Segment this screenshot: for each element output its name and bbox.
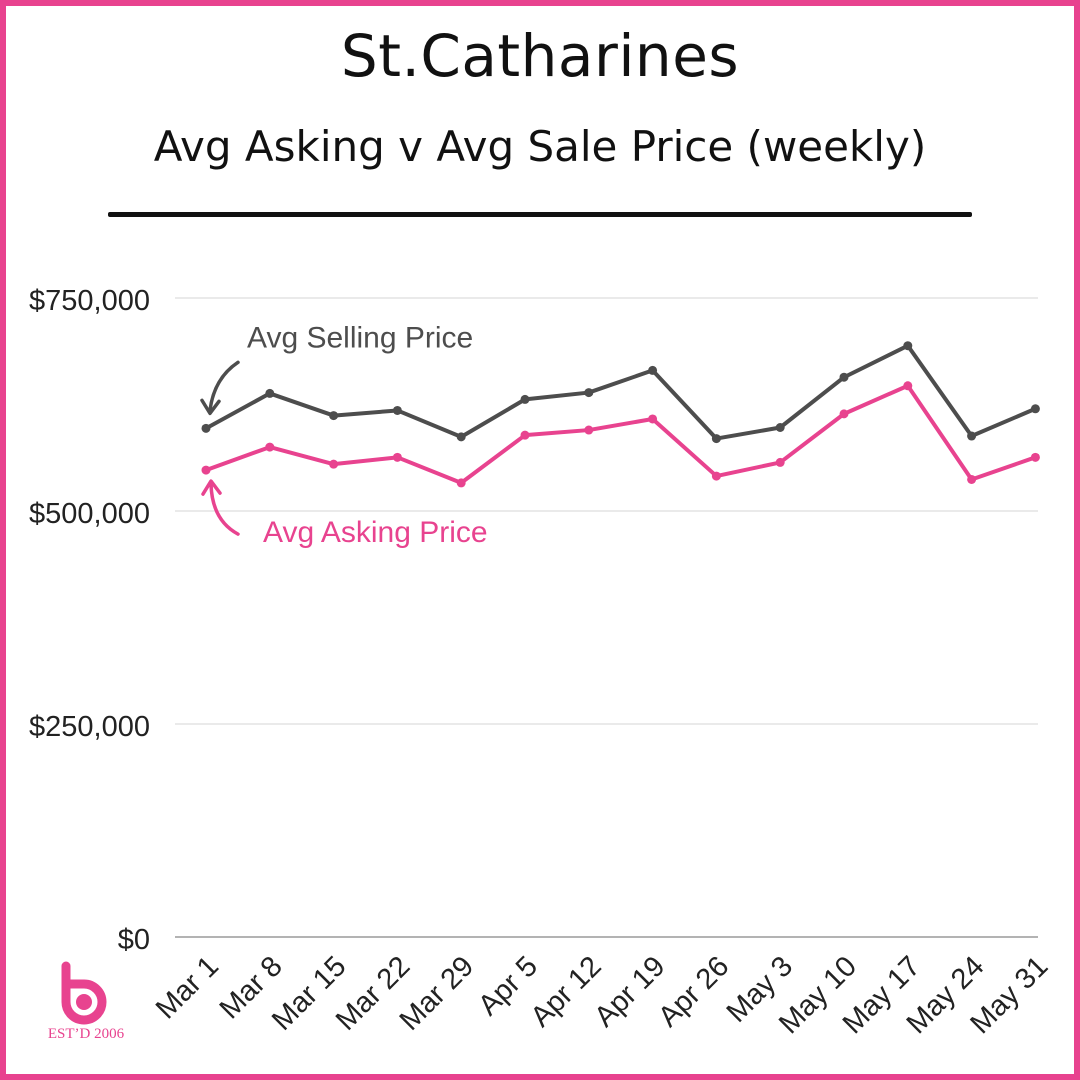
data-point-asking: [1030, 452, 1040, 462]
arrow-selling-icon: [208, 360, 240, 413]
y-tick-label: $0: [118, 924, 150, 956]
data-point-asking: [329, 459, 339, 469]
data-point-selling: [775, 423, 785, 433]
chart-title: St.Catharines: [340, 22, 740, 90]
data-point-asking: [711, 471, 721, 481]
data-point-selling: [329, 411, 339, 421]
data-point-asking: [967, 474, 977, 484]
data-point-selling: [392, 405, 402, 415]
data-point-selling: [711, 434, 721, 444]
data-point-asking: [456, 478, 466, 488]
arrow-asking-icon: [209, 482, 240, 536]
data-point-selling: [903, 341, 913, 351]
data-point-asking: [903, 381, 913, 391]
logo-text: EST’D 2006: [48, 1026, 125, 1042]
data-point-asking: [201, 465, 211, 475]
y-tick-label: $750,000: [29, 285, 150, 317]
x-tick-label: Mar 1: [150, 950, 225, 1025]
x-tick-label: Apr 19: [588, 950, 671, 1033]
data-point-asking: [648, 414, 658, 424]
data-point-selling: [648, 365, 658, 375]
brand-logo: EST’D 2006: [38, 960, 128, 1050]
data-point-asking: [265, 442, 275, 452]
chart-subtitle: Avg Asking v Avg Sale Price (weekly): [153, 122, 927, 171]
title-divider: [108, 212, 972, 217]
data-point-asking: [775, 457, 785, 467]
data-point-asking: [520, 430, 530, 440]
y-tick-label: $250,000: [29, 711, 150, 743]
arrowhead-selling-icon: [200, 398, 221, 416]
data-point-selling: [584, 388, 594, 398]
x-tick-label: Apr 26: [652, 950, 735, 1033]
series-line-selling: [204, 343, 1038, 441]
data-point-selling: [456, 432, 466, 442]
data-point-selling: [520, 394, 530, 404]
arrowhead-asking-icon: [201, 479, 222, 496]
data-point-asking: [839, 409, 849, 419]
data-point-selling: [839, 372, 849, 382]
y-tick-label: $500,000: [29, 498, 150, 530]
data-point-selling: [1030, 404, 1040, 414]
series-line-asking: [204, 383, 1038, 485]
logo-mark-icon: EST’D 2006: [48, 961, 125, 1042]
series-label-selling: Avg Selling Price: [247, 321, 473, 354]
data-point-selling: [265, 388, 275, 398]
data-point-asking: [392, 452, 402, 462]
data-point-selling: [201, 423, 211, 433]
data-point-selling: [967, 431, 977, 441]
x-tick-label: Apr 12: [525, 950, 608, 1033]
series-label-asking: Avg Asking Price: [263, 516, 488, 549]
data-point-asking: [584, 425, 594, 435]
